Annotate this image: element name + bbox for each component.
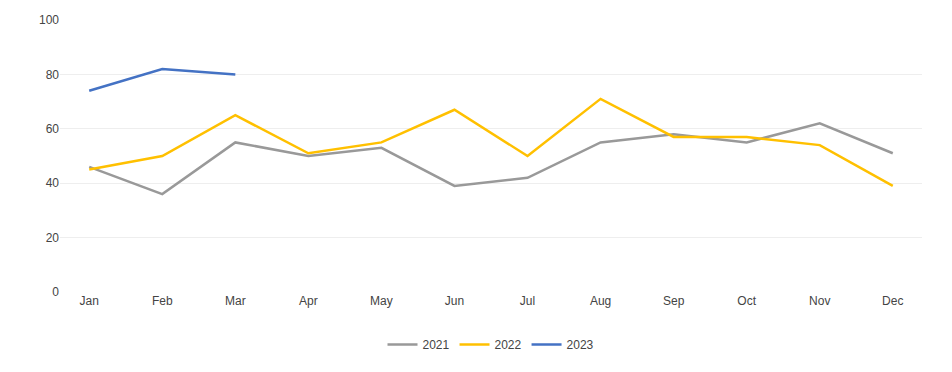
svg-text:Jun: Jun bbox=[445, 294, 464, 308]
svg-text:40: 40 bbox=[46, 176, 60, 190]
svg-text:Mar: Mar bbox=[225, 294, 246, 308]
svg-text:Sep: Sep bbox=[663, 294, 685, 308]
svg-text:Nov: Nov bbox=[809, 294, 830, 308]
svg-text:Feb: Feb bbox=[152, 294, 173, 308]
svg-text:20: 20 bbox=[46, 231, 60, 245]
svg-text:0: 0 bbox=[52, 285, 59, 299]
svg-text:Dec: Dec bbox=[882, 294, 903, 308]
svg-text:100: 100 bbox=[39, 13, 59, 27]
svg-text:2023: 2023 bbox=[567, 338, 594, 352]
svg-text:2022: 2022 bbox=[495, 338, 522, 352]
svg-text:2021: 2021 bbox=[423, 338, 450, 352]
svg-text:Apr: Apr bbox=[299, 294, 318, 308]
svg-text:Jan: Jan bbox=[80, 294, 99, 308]
svg-text:Aug: Aug bbox=[590, 294, 611, 308]
svg-text:60: 60 bbox=[46, 122, 60, 136]
svg-text:Jul: Jul bbox=[520, 294, 535, 308]
svg-text:Oct: Oct bbox=[737, 294, 756, 308]
svg-text:80: 80 bbox=[46, 68, 60, 82]
svg-text:May: May bbox=[370, 294, 393, 308]
